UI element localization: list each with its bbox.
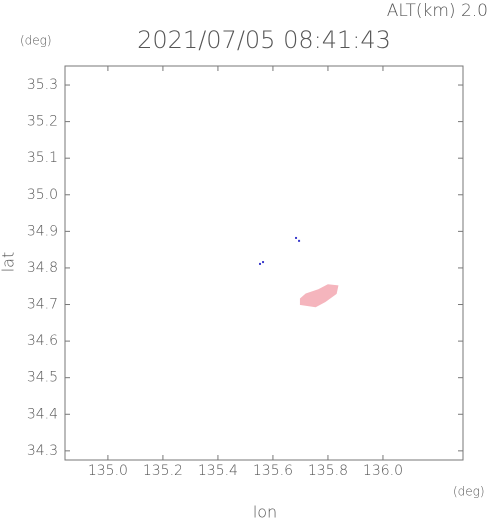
- x-axis-label: lon: [253, 503, 277, 521]
- plot-frame: [64, 65, 464, 461]
- y-tick-label: 34.6: [27, 333, 58, 349]
- y-tick-label: 34.9: [27, 223, 58, 239]
- y-tick-label: 35.1: [27, 150, 58, 166]
- x-unit: (deg): [453, 485, 485, 499]
- area-region: [299, 284, 339, 308]
- y-tick-label: 35.3: [27, 77, 58, 93]
- x-tick-label: 135.6: [253, 463, 293, 479]
- x-tick-label: 135.0: [88, 463, 128, 479]
- x-tick-label: 136.0: [363, 463, 403, 479]
- y-unit: (deg): [20, 34, 52, 48]
- y-tick-label: 35.0: [27, 187, 58, 203]
- subtitle: ALT(km) 2.0: [387, 1, 488, 21]
- x-tick-label: 135.4: [198, 463, 238, 479]
- point: [259, 262, 262, 265]
- y-tick-label: 34.7: [27, 297, 58, 313]
- y-tick-label: 34.5: [27, 370, 58, 386]
- y-tick-label: 35.2: [27, 114, 58, 130]
- x-tick-label: 135.8: [308, 463, 348, 479]
- point: [262, 261, 265, 264]
- point: [295, 236, 298, 239]
- y-tick-label: 34.3: [27, 443, 58, 459]
- x-tick-label: 135.2: [143, 463, 183, 479]
- point: [298, 239, 301, 242]
- y-tick-label: 34.4: [27, 406, 58, 422]
- y-tick-label: 34.8: [27, 260, 58, 276]
- y-axis-label: lat: [0, 252, 18, 273]
- chart-title: 2021/07/05 08:41:43: [137, 26, 391, 54]
